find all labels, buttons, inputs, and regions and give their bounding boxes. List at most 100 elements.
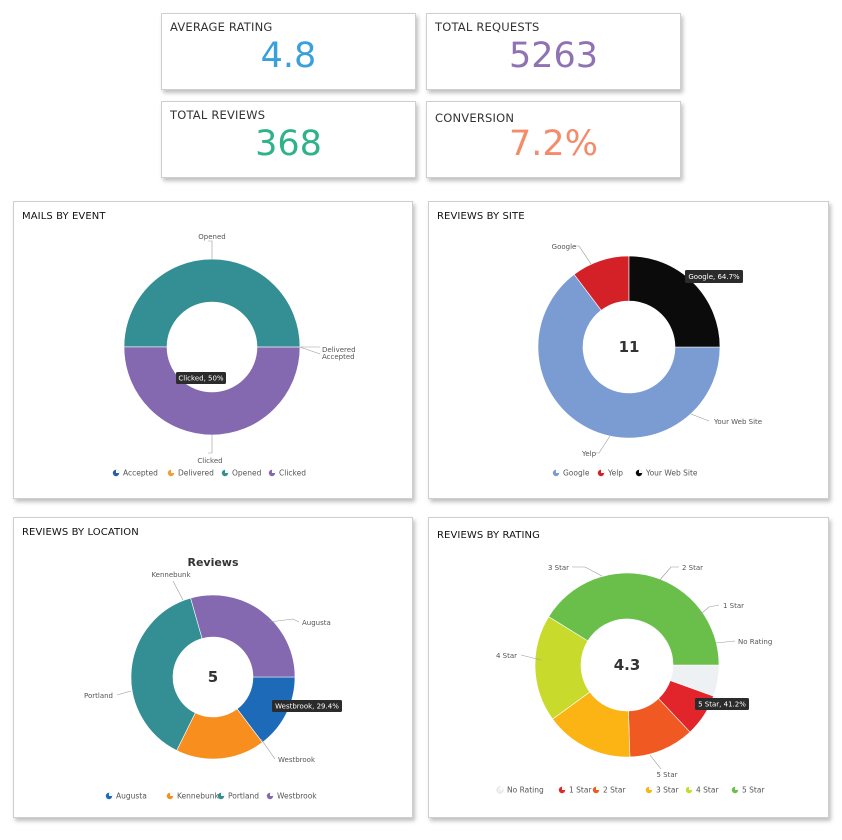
legend-item-5-star[interactable]: 5 Star [731,786,766,795]
leader-line-portland [116,690,132,696]
slice-label-kennebunk: Kennebunk [151,571,191,579]
legend-label: Accepted [123,469,158,478]
pie-slice-5-star[interactable] [548,572,720,666]
leader-line-clicked [208,435,213,454]
tooltip-box [272,700,342,712]
legend-item-2-star[interactable]: 2 Star [592,786,627,795]
legend-label: 1 Star [569,786,592,795]
legend-label: Westbrook [277,792,317,801]
chart-title: MAILS BY EVENT [22,211,106,222]
legend-item-your-web-site[interactable]: Your Web Site [635,469,698,478]
tooltip-box [685,270,743,283]
stat-value: 4.8 [260,36,317,76]
stat-label: CONVERSION [435,111,515,125]
slice-label-portland: Portland [84,692,113,700]
legend-item-delivered[interactable]: Delivered [167,469,214,478]
chart-title: REVIEWS BY RATING [437,530,540,541]
legend-label: Augusta [116,792,147,801]
legend-item-3-star[interactable]: 3 Star [645,786,680,795]
stat-card-total-requests: TOTAL REQUESTS 5263 [426,13,681,90]
leader-line-yelp [595,435,611,454]
chart-card-reviews-by-rating: REVIEWS BY RATING No Rating 1 Star 2 Star 3… [428,517,829,818]
leader-line-google [574,245,592,265]
legend-swatch-notch [735,786,739,790]
stat-value: 368 [255,124,322,164]
slice-label-augusta: Augusta [302,619,331,627]
legend-label: Clicked [279,469,306,478]
stat-value: 7.2% [509,124,598,164]
tooltip-text: Google, 64.7% [688,273,740,281]
pie-slice-google[interactable] [537,273,721,439]
leader-line-1-star [695,604,720,619]
chart-card-reviews-by-location: REVIEWS BY LOCATION Reviews Augusta Kenneb… [13,517,413,818]
chart-card-reviews-by-site: REVIEWS BY SITE Google Yelp Your Web Site 1… [428,201,829,499]
legend-item-kennebunk[interactable]: Kennebunk [166,792,220,801]
legend-item-augusta[interactable]: Augusta [105,792,147,801]
legend-item-4-star[interactable]: 4 Star [685,786,720,795]
stat-label: TOTAL REVIEWS [170,108,266,122]
pie-slice-westbrook[interactable] [190,594,296,678]
slice-label-accepted: Accepted [322,353,355,361]
legend-label: 5 Star [742,786,765,795]
slice-label-4-star: 4 Star [496,652,517,660]
stat-card-conversion: CONVERSION 7.2% [426,101,681,178]
pie-slice-your-web-site[interactable] [628,255,721,348]
pie-slice-clicked[interactable] [123,346,301,436]
legend-swatch-notch [601,469,605,473]
slice-label-delivered: Delivered [322,346,356,354]
chart-card-mails-by-event: MAILS BY EVENT Accepted Delivered Opened Cl… [13,201,413,499]
slice-label-1-star: 1 Star [723,602,744,610]
leader-line-3-star [572,566,603,577]
legend-item-google[interactable]: Google [552,469,590,478]
legend-item-clicked[interactable]: Clicked [268,469,306,478]
tooltip-text: Westbrook, 29.4% [275,703,339,711]
legend-item-no-rating[interactable]: No Rating [496,786,544,795]
slice-label-opened: Opened [198,233,225,241]
reviews-by-site-chart: Google Yelp Your Web Site 11 Google, 64.7% Go… [537,243,762,478]
chart-title: REVIEWS BY SITE [437,211,525,222]
slice-label-5-star: 5 Star [656,771,677,779]
slice-label-3-star: 3 Star [548,564,569,572]
legend-item-opened[interactable]: Opened [221,469,262,478]
chart-title: REVIEWS BY LOCATION [22,527,139,538]
slice-label-westbrook: Westbrook [278,756,316,764]
legend-swatch-notch [272,469,276,473]
stat-label: TOTAL REQUESTS [435,20,540,34]
legend-item-portland[interactable]: Portland [217,792,260,801]
tooltip-box [695,698,749,710]
legend-swatch-notch [170,792,174,796]
center-total: 4.3 [614,656,641,674]
leader-line-kennebunk [172,580,184,601]
legend-label: 4 Star [696,786,719,795]
tooltip-box [176,372,226,384]
legend-item-1-star[interactable]: 1 Star [558,786,593,795]
legend-label: Delivered [178,469,214,478]
stat-value: 5263 [508,36,599,76]
slice-label-yelp: Yelp [581,450,597,458]
legend-swatch-notch [556,469,560,473]
legend-label: Opened [232,469,262,478]
legend-label: Yelp [607,469,623,478]
legend-label: No Rating [507,786,544,795]
leader-line-no-rating [715,640,736,644]
legend-item-accepted[interactable]: Accepted [112,469,158,478]
stat-card-total-reviews: TOTAL REVIEWS 368 [161,101,416,178]
legend-swatch-notch [171,469,175,473]
legend-label: 3 Star [656,786,679,795]
legend-item-westbrook[interactable]: Westbrook [266,792,317,801]
stat-card-average-rating: AVERAGE RATING 4.8 [161,13,416,90]
legend-label: Your Web Site [645,469,698,478]
legend-swatch-notch [500,786,504,790]
legend-swatch-notch [596,786,600,790]
legend-item-yelp[interactable]: Yelp [597,469,623,478]
leader-line-4-star [520,654,542,661]
leader-line-accepted [299,346,321,355]
leader-line-2-star [658,566,679,582]
pie-slice-portland[interactable] [130,597,203,751]
pie-slice-opened[interactable] [123,258,301,348]
slice-label-no-rating: No Rating [738,638,772,646]
legend-swatch-notch [109,792,113,796]
chart-subtitle: Reviews [187,556,238,569]
stat-label: AVERAGE RATING [170,20,273,34]
